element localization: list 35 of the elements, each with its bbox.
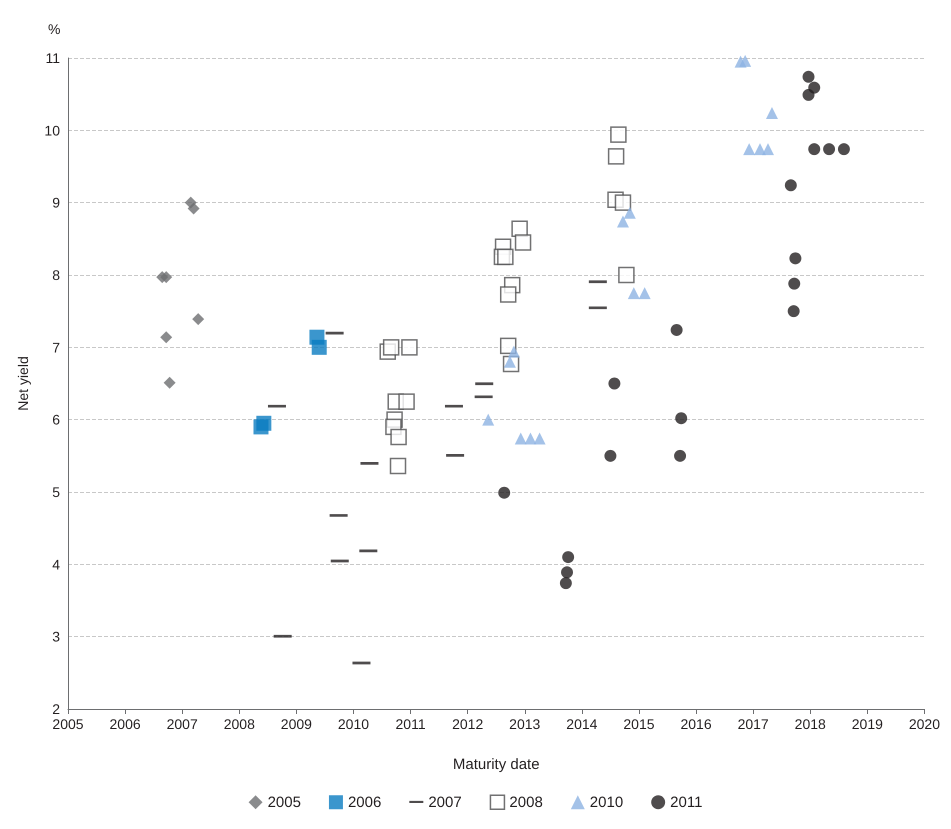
legend-label: 2006 <box>348 794 382 811</box>
y-axis-title: Net yield <box>15 356 31 411</box>
y-tick-label: 10 <box>44 122 60 138</box>
y-tick-label: 8 <box>52 267 60 283</box>
x-tick-label: 2013 <box>509 716 541 732</box>
legend-label: 2005 <box>268 794 301 811</box>
legend-label: 2007 <box>428 794 462 811</box>
x-tick-label: 2020 <box>908 716 940 732</box>
x-tick-label: 2019 <box>852 716 884 732</box>
text: % <box>48 21 60 37</box>
legend-label: 2011 <box>670 794 702 811</box>
x-tick-label: 2006 <box>110 716 141 732</box>
y-tick-label: 11 <box>45 50 60 66</box>
x-tick-label: 2007 <box>166 716 198 732</box>
y-tick-label: 6 <box>52 412 60 428</box>
legend-label: 2010 <box>590 794 624 811</box>
x-tick-label: 2016 <box>680 716 712 732</box>
y-tick-label: 5 <box>52 484 60 500</box>
x-tick-label: 2010 <box>338 716 370 732</box>
y-tick-label: 7 <box>52 339 60 356</box>
y-tick-label: 4 <box>52 556 60 572</box>
x-tick-label: 2015 <box>623 716 655 732</box>
x-tick-label: 2008 <box>224 716 256 732</box>
x-tick-label: 2011 <box>396 716 426 732</box>
x-tick-label: 2012 <box>452 716 484 732</box>
x-tick-label: 2005 <box>52 716 84 732</box>
x-tick-label: 2017 <box>738 716 769 732</box>
y-tick-label: 3 <box>52 628 60 645</box>
x-tick-label: 2014 <box>566 716 598 732</box>
y-tick-label: 9 <box>52 194 60 211</box>
x-axis-title: Maturity date <box>452 756 540 773</box>
legend-label: 2008 <box>509 794 543 811</box>
y-tick-label: 2 <box>52 701 60 717</box>
x-tick-label: 2018 <box>794 716 826 732</box>
x-tick-label: 2009 <box>280 716 312 732</box>
